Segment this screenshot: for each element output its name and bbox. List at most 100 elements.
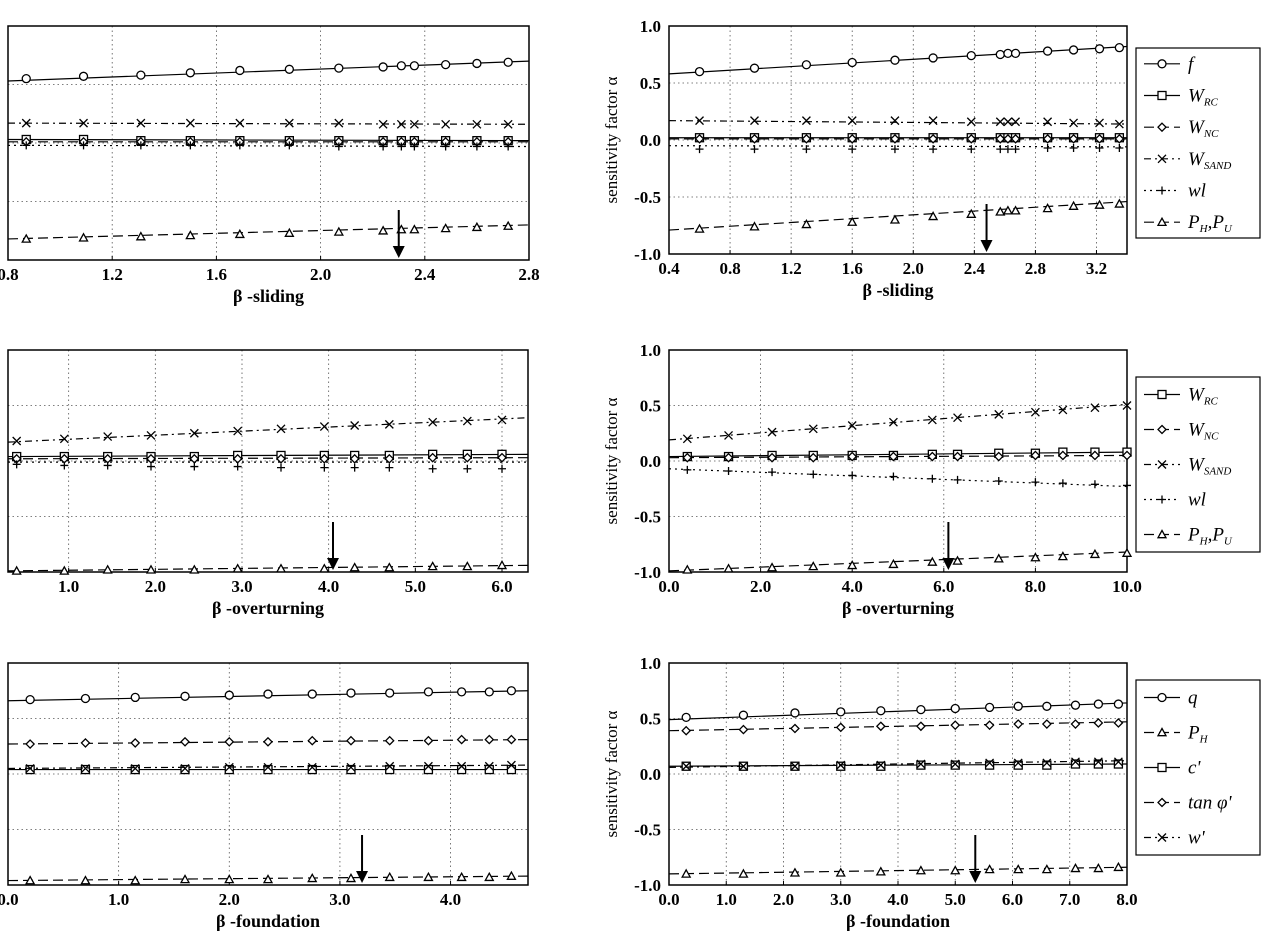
series-w-sand: [668, 116, 1128, 129]
data-point: [79, 118, 89, 128]
data-point: [966, 133, 977, 144]
y-tick-label: 0.5: [640, 74, 661, 93]
data-point: [1013, 719, 1024, 729]
data-point: [847, 421, 857, 430]
legend-label: PH,PU: [1187, 525, 1233, 548]
data-point: [1013, 760, 1023, 770]
data-point: [350, 421, 360, 430]
data-point: [21, 118, 31, 128]
x-tick-label: 2.4: [964, 259, 986, 278]
data-point: [1011, 117, 1021, 127]
data-point: [276, 453, 286, 464]
chart-panel-6: 0.0 1.0 2.0 3.0 4.0 5.0 6.0 7.0 8.0 -1.0 -0.5 0.0 0.…: [602, 654, 1138, 931]
legend-label: c': [1188, 758, 1201, 779]
data-point: [333, 226, 344, 236]
x-tick-label: 8.0: [1116, 890, 1137, 909]
data-point: [835, 867, 846, 877]
data-point: [180, 736, 190, 747]
series-wl: [668, 143, 1128, 154]
data-point: [984, 864, 995, 874]
data-point: [145, 564, 157, 574]
data-point: [1122, 401, 1132, 410]
series-line: [7, 453, 529, 458]
data-point: [876, 706, 886, 716]
data-point: [1093, 863, 1104, 873]
y-tick-label: 0.5: [640, 710, 661, 729]
data-point: [847, 560, 858, 570]
data-point: [1010, 133, 1021, 144]
legend-entry: w': [1144, 828, 1206, 849]
series-q: [7, 686, 529, 705]
data-point: [25, 694, 35, 705]
series-f: [7, 57, 530, 84]
series-line: [668, 468, 1128, 488]
legend-label: WRC: [1188, 86, 1219, 109]
data-point: [915, 721, 926, 732]
data-point: [1094, 44, 1105, 54]
data-point: [440, 223, 451, 233]
chart-panel-2: 0.4 0.8 1.2 1.6 2.0 2.4 2.8 3.2 -1.0 -0.5 0.0 0.5 1.…: [602, 17, 1128, 300]
chart-panel-5: 0.01.02.03.04.0-1.0-0.50.00.51.0β -found…: [0, 662, 529, 931]
data-point: [993, 553, 1004, 563]
series-w-: [668, 757, 1128, 771]
data-point: [915, 865, 927, 875]
series-wl: [668, 465, 1131, 490]
data-point: [801, 116, 811, 126]
data-point: [766, 562, 778, 572]
data-point: [506, 870, 517, 880]
data-point: [847, 216, 858, 226]
data-point: [410, 142, 419, 151]
data-point: [1095, 118, 1104, 128]
data-point: [307, 689, 317, 699]
data-point: [750, 145, 759, 154]
data-point: [130, 875, 141, 885]
data-point: [1121, 547, 1133, 557]
data-point: [224, 874, 235, 884]
data-point: [1030, 407, 1040, 417]
data-point: [284, 227, 295, 237]
data-point: [136, 141, 145, 150]
x-tick-label: 10.0: [1112, 577, 1142, 596]
data-point: [224, 690, 234, 700]
data-point: [472, 142, 481, 151]
data-point: [750, 116, 759, 126]
chart-panel-1: 0.81.21.62.02.42.8-1.0-0.50.00.51.0β -sl…: [0, 25, 540, 306]
legend-marker: [1157, 424, 1167, 435]
chart-panel-4: 0.0 2.0 4.0 6.0 8.0 10.0 -1.0 -0.5 0.0 0.5 1.0 β -o…: [602, 341, 1142, 618]
data-point: [233, 426, 243, 436]
reliability-arrow: [969, 835, 982, 883]
x-tick-label: 4.0: [318, 577, 339, 596]
data-point: [682, 434, 692, 444]
data-point: [503, 119, 513, 129]
legend-marker: [1157, 692, 1167, 703]
data-point: [186, 141, 195, 150]
data-point: [1042, 758, 1052, 768]
y-tick-label: 1.0: [640, 17, 661, 36]
x-tick-label: 6.0: [1002, 890, 1023, 909]
data-point: [462, 416, 472, 426]
y-axis-label: sensitivity factor α: [602, 76, 621, 203]
data-point: [384, 871, 395, 882]
data-point: [749, 133, 760, 144]
data-point: [801, 60, 812, 70]
legend-marker: [1157, 90, 1167, 101]
data-point: [349, 453, 360, 464]
data-point: [78, 71, 89, 81]
data-point: [80, 763, 90, 773]
data-point: [1095, 143, 1104, 152]
legend-label: tan φ': [1188, 793, 1233, 814]
x-axis-label: β -foundation: [846, 911, 950, 931]
x-axis-label: β -sliding: [233, 286, 304, 306]
x-tick-label: 3.0: [231, 577, 252, 596]
legend-entry: WSAND: [1144, 455, 1231, 478]
x-tick-label: 2.0: [773, 890, 794, 909]
data-point: [802, 145, 811, 154]
data-point: [136, 118, 146, 128]
legend-marker: [1157, 122, 1167, 133]
data-point: [409, 61, 420, 71]
data-point: [504, 142, 513, 151]
data-point: [1115, 143, 1124, 152]
series-tan-: [7, 734, 529, 749]
